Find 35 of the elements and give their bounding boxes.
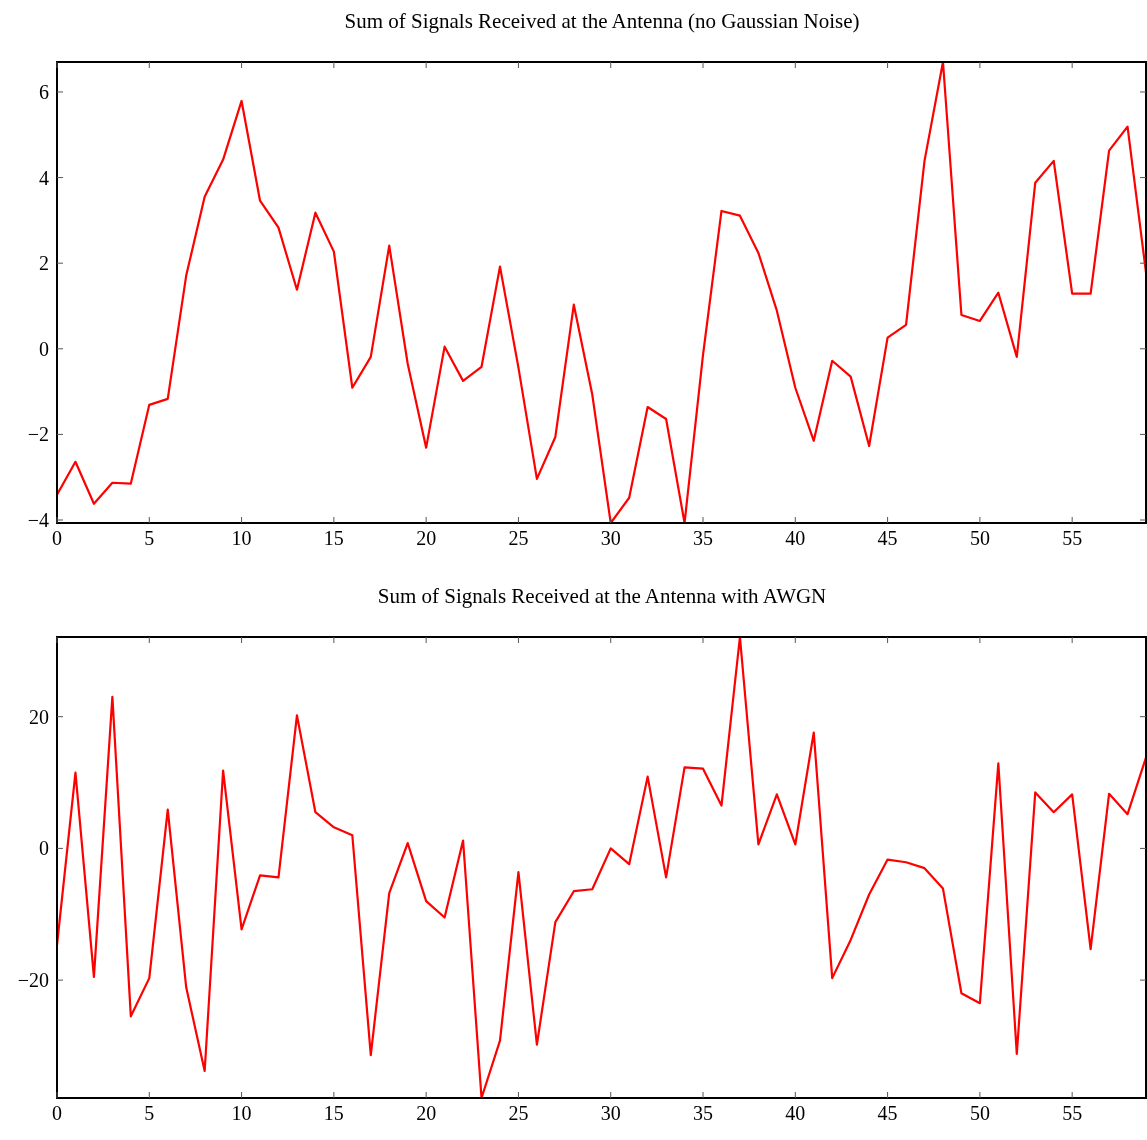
y-tick-label: 6	[39, 80, 49, 103]
x-tick-label: 45	[877, 527, 898, 549]
y-tick-label: −20	[17, 969, 49, 992]
x-tick-label: 20	[416, 1102, 437, 1124]
y-tick-label: 2	[39, 252, 49, 275]
x-tick-label: 35	[693, 1102, 714, 1124]
x-tick-label: 5	[144, 1102, 155, 1124]
y-tick-label: −4	[27, 509, 49, 531]
chart-title: Sum of Signals Received at the Antenna with AWGN	[377, 584, 827, 608]
y-tick-label: 0	[39, 337, 49, 360]
y-tick-label: 4	[39, 166, 49, 189]
x-tick-label: 30	[600, 527, 621, 549]
line-series	[55, 60, 1147, 525]
x-tick-label: 40	[785, 527, 806, 549]
x-tick-label: 5	[144, 527, 155, 549]
x-tick-label: 50	[969, 527, 990, 549]
x-tick-label: 25	[508, 1102, 529, 1124]
y-tick-label: 0	[39, 837, 49, 860]
chart-title: Sum of Signals Received at the Antenna (no Gaussian Noise)	[344, 9, 860, 33]
x-tick-label: 10	[231, 1102, 252, 1124]
x-tick-label: 15	[323, 527, 344, 549]
y-tick-label: −2	[27, 423, 49, 446]
x-tick-label: 40	[785, 1102, 806, 1124]
x-tick-label: 35	[693, 527, 714, 549]
x-tick-label: 30	[600, 1102, 621, 1124]
line-series	[55, 635, 1147, 1100]
x-tick-label: 25	[508, 527, 529, 549]
x-tick-label: 55	[1062, 527, 1083, 549]
x-tick-label: 45	[877, 1102, 898, 1124]
y-tick-label: 20	[29, 705, 49, 728]
x-tick-label: 10	[231, 527, 252, 549]
x-tick-label: 15	[323, 1102, 344, 1124]
x-tick-label: 20	[416, 527, 437, 549]
x-tick-label: 55	[1062, 1102, 1083, 1124]
x-tick-label: 50	[969, 1102, 990, 1124]
